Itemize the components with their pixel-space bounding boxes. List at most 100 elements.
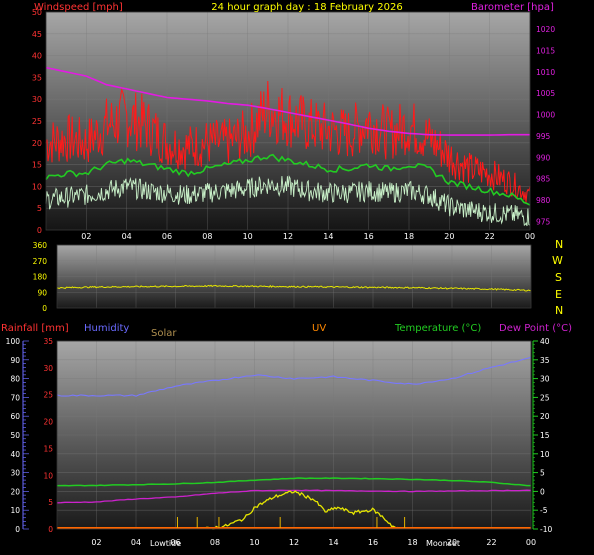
- humidity-tick-label: 70: [10, 393, 20, 402]
- wind-direction-series: [56, 284, 532, 292]
- humidity-tick-label: 10: [10, 506, 20, 515]
- wind-x-tick-label: 22: [485, 232, 495, 241]
- wind-x-tick-label: 20: [444, 232, 454, 241]
- barometer-tick-label: 1020: [536, 25, 555, 34]
- wind-x-tick-label: 16: [364, 232, 374, 241]
- weather-x-tick-label: 18: [407, 538, 417, 547]
- temperature-tick-label: 40: [540, 337, 550, 346]
- wind-x-tick-label: 02: [81, 232, 91, 241]
- uv-axis-title: UV: [312, 323, 326, 334]
- rainfall-axis-title: Rainfall [mm]: [1, 323, 69, 334]
- humidity-tick-label: 80: [10, 375, 20, 384]
- barometer-tick-label: 980: [536, 196, 551, 205]
- wind-tick-label: 20: [32, 139, 42, 148]
- wind-tick-label: 40: [32, 52, 42, 61]
- wind-tick-label: 25: [32, 117, 42, 126]
- humidity-tick-label: 20: [10, 487, 20, 496]
- barometer-tick-label: 1000: [536, 111, 555, 120]
- wind-tick-label: 50: [32, 8, 42, 17]
- wind-x-tick-label: 08: [202, 232, 212, 241]
- wind-x-tick-label: 00: [525, 232, 535, 241]
- barometer-tick-label: 975: [536, 217, 551, 226]
- rainfall-tick-label: 20: [43, 418, 53, 427]
- wind-x-tick-label: 06: [162, 232, 172, 241]
- temperature-tick-label: -5: [540, 506, 548, 515]
- rainfall-tick-label: 0: [48, 525, 53, 534]
- wind-tick-label: 0: [37, 226, 42, 235]
- rainfall-tick-label: 5: [48, 498, 53, 507]
- direction-tick-label: 90: [37, 288, 47, 297]
- wind-tick-label: 15: [32, 161, 42, 170]
- solar-series: [204, 490, 399, 530]
- dewpoint-series: [56, 489, 532, 504]
- barometer-tick-label: 990: [536, 153, 551, 162]
- direction-tick-label: 270: [33, 257, 48, 266]
- wind-x-tick-label: 10: [243, 232, 253, 241]
- direction-tick-label: 360: [33, 241, 48, 250]
- weather-x-tick-label: 10: [249, 538, 259, 547]
- temperature-tick-label: 35: [540, 356, 550, 365]
- rainfall-tick-label: 25: [43, 391, 53, 400]
- temperature-tick-label: 30: [540, 375, 550, 384]
- wind-x-tick-label: 18: [404, 232, 414, 241]
- rainfall-tick-label: 15: [43, 444, 53, 453]
- weather-x-tick-label: 00: [526, 538, 536, 547]
- average-wind-series: [45, 153, 531, 206]
- wind-tick-label: 5: [37, 204, 42, 213]
- humidity-tick-label: 100: [6, 337, 21, 346]
- barometer-tick-label: 985: [536, 175, 551, 184]
- wind-tick-label: 45: [32, 30, 42, 39]
- chart-title: 24 hour graph day : 18 February 2026: [211, 2, 402, 13]
- direction-tick-label: 0: [42, 304, 47, 313]
- solar-axis-title: Solar: [151, 328, 177, 339]
- wind-panel-frame: [45, 11, 531, 231]
- temperature-tick-label: 15: [540, 431, 550, 440]
- humidity-tick-label: 40: [10, 450, 20, 459]
- wind-gust-series: [45, 80, 531, 203]
- barometer-axis-title: Barometer [hpa]: [471, 2, 554, 13]
- compass-letter-n-top: N: [555, 238, 563, 251]
- humidity-series: [56, 356, 532, 397]
- weather-x-tick-label: 20: [447, 538, 457, 547]
- humidity-tick-label: 30: [10, 469, 20, 478]
- weather-x-tick-label: 04: [131, 538, 141, 547]
- direction-panel-frame: [56, 244, 532, 309]
- barometer-tick-label: 1005: [536, 89, 555, 98]
- barometer-tick-label: 1010: [536, 68, 555, 77]
- temperature-axis-title: Temperature (°C): [394, 323, 481, 334]
- temperature-tick-label: 20: [540, 412, 550, 421]
- barometer-tick-label: 995: [536, 132, 551, 141]
- rainfall-tick-label: 35: [43, 337, 53, 346]
- barometer-series: [45, 66, 530, 136]
- lowtide-annotation: Lowtide: [150, 539, 181, 548]
- temperature-tick-label: 25: [540, 393, 550, 402]
- temperature-tick-label: 5: [540, 469, 545, 478]
- moonset-annotation: Moonset: [426, 539, 460, 548]
- wind-x-tick-label: 14: [323, 232, 333, 241]
- wind-tick-label: 10: [32, 182, 42, 191]
- direction-tick-label: 180: [33, 273, 48, 282]
- wind-speed-series: [45, 175, 530, 227]
- compass-letter-s: S: [555, 271, 562, 284]
- temperature-series: [57, 477, 531, 487]
- weather-x-tick-label: 22: [486, 538, 496, 547]
- wind-tick-label: 35: [32, 73, 42, 82]
- compass-letter-e: E: [555, 288, 562, 301]
- temperature-tick-label: 10: [540, 450, 550, 459]
- humidity-axis-title: Humidity: [84, 323, 129, 334]
- wind-x-tick-label: 12: [283, 232, 293, 241]
- humidity-tick-label: 0: [15, 525, 20, 534]
- barometer-tick-label: 1015: [536, 46, 555, 55]
- weather-x-tick-label: 12: [289, 538, 299, 547]
- weather-x-tick-label: 16: [368, 538, 378, 547]
- compass-letter-w: W: [552, 254, 563, 267]
- dewpoint-axis-title: Dew Point (°C): [499, 323, 572, 334]
- wind-x-tick-label: 04: [122, 232, 132, 241]
- wind-tick-label: 30: [32, 95, 42, 104]
- rainfall-tick-label: 30: [43, 364, 53, 373]
- humidity-tick-label: 50: [10, 431, 20, 440]
- humidity-tick-label: 60: [10, 412, 20, 421]
- compass-letter-n-bottom: N: [555, 304, 563, 317]
- weather-x-tick-label: 08: [210, 538, 220, 547]
